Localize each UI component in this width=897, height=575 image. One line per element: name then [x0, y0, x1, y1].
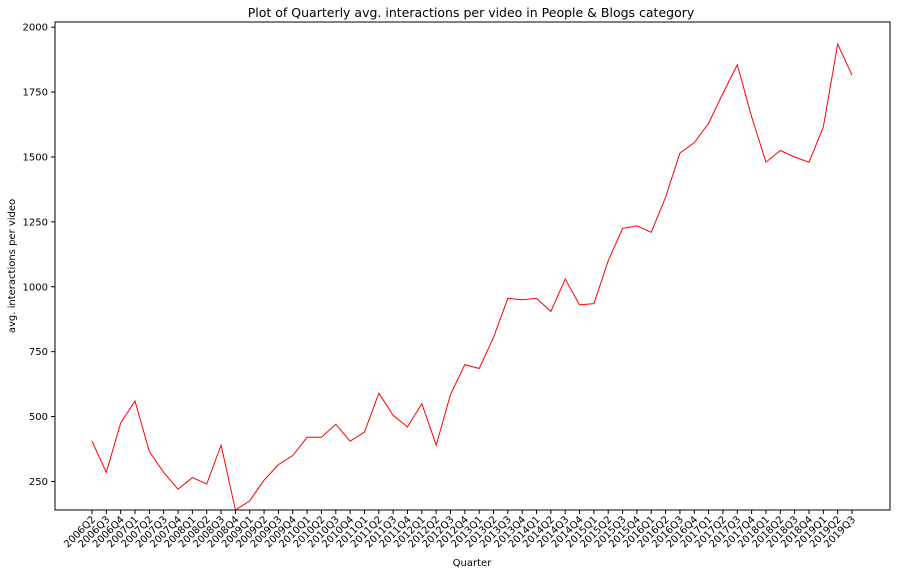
y-tick-label: 500 — [29, 412, 48, 423]
y-axis-label: avg. interactions per video — [7, 199, 18, 333]
y-axis: 250 500 750 1000 1250 1500 1750 2000 — [23, 23, 55, 488]
y-tick-label: 250 — [29, 477, 48, 488]
y-tick-label: 750 — [29, 347, 48, 358]
y-tick-label: 1750 — [23, 88, 48, 99]
y-tick-label: 1250 — [23, 217, 48, 228]
y-tick-label: 1000 — [23, 282, 48, 293]
x-axis-label: Quarter — [453, 558, 493, 569]
x-axis: 2006Q22006Q32006Q42007Q12007Q22007Q32007… — [62, 510, 858, 550]
plot-area-frame — [54, 21, 891, 511]
chart-title: Plot of Quarterly avg. interactions per … — [248, 5, 695, 20]
series-line — [91, 42, 853, 511]
y-tick-label: 1500 — [23, 152, 48, 163]
y-tick-label: 2000 — [23, 23, 48, 34]
